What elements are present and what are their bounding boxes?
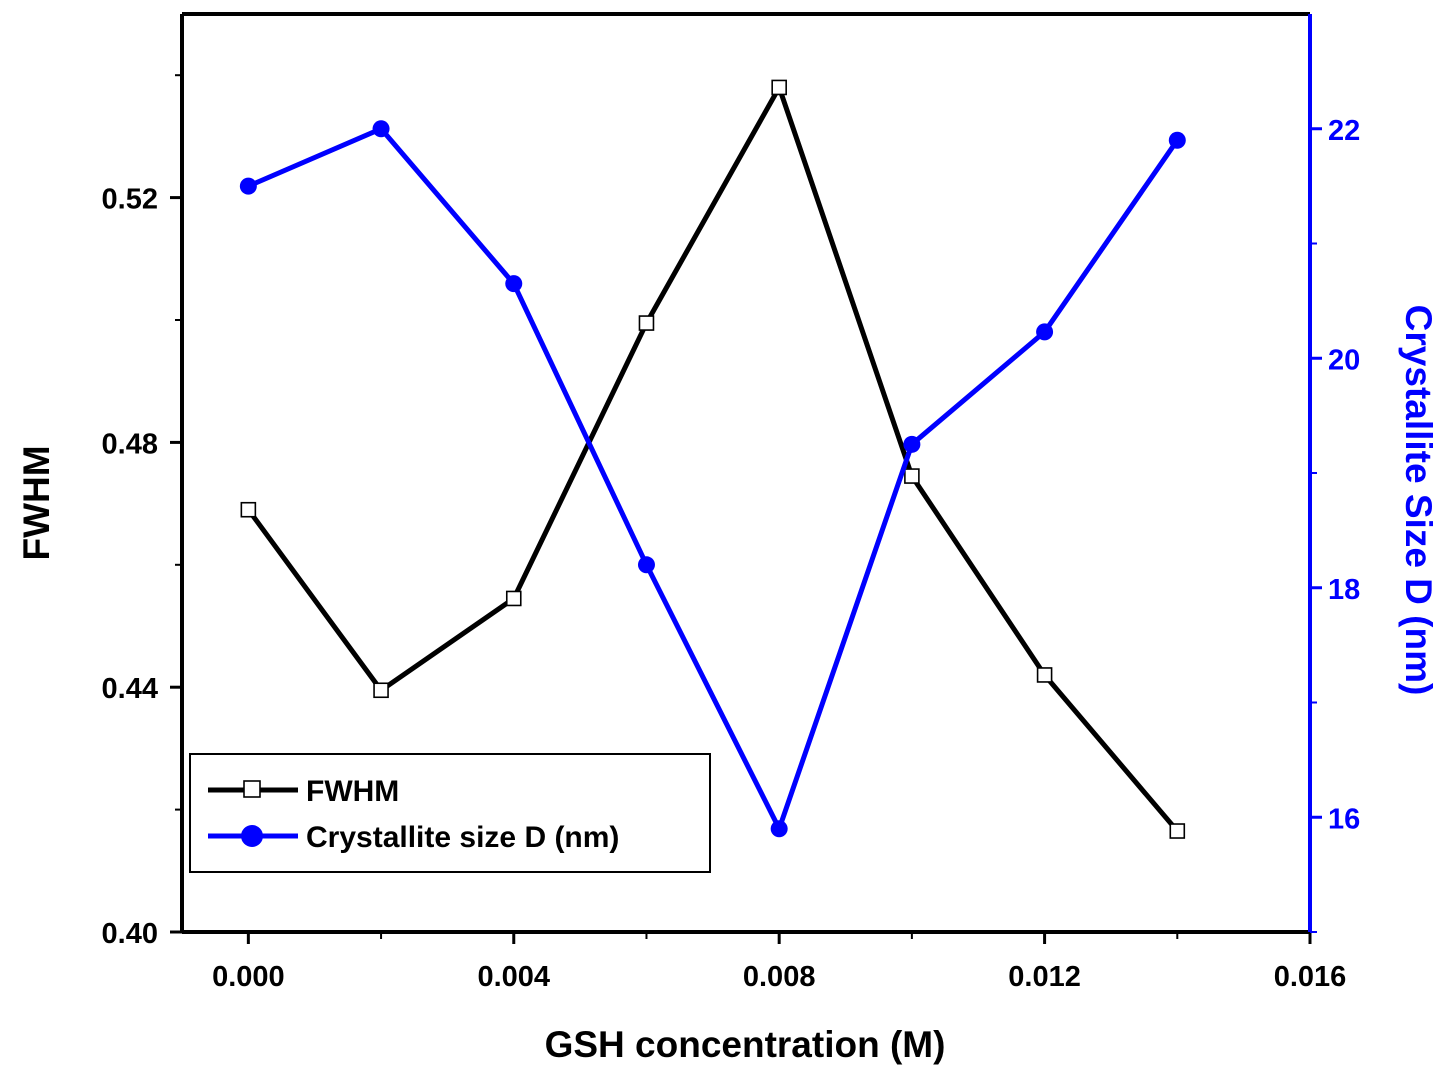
x-tick-label: 0.008 bbox=[743, 961, 816, 993]
fwhm-point bbox=[373, 682, 389, 699]
fwhm-point bbox=[771, 79, 787, 96]
legend: FWHM Crystallite size D (nm) bbox=[189, 753, 711, 873]
y-left-tick-label: 0.44 bbox=[102, 673, 158, 705]
y-axis-right-title: Crystallite Size D (nm) bbox=[1398, 305, 1439, 696]
y-axis-left-title: FWHM bbox=[16, 445, 57, 560]
crystallite-size-point bbox=[1168, 131, 1186, 149]
x-tick-label: 0.000 bbox=[212, 961, 285, 993]
x-tick-label: 0.012 bbox=[1008, 961, 1081, 993]
legend-size-label: Crystallite size D (nm) bbox=[306, 821, 619, 854]
legend-size-marker bbox=[241, 825, 263, 847]
crystallite-size-point bbox=[637, 556, 655, 574]
y-right-tick-label: 16 bbox=[1328, 803, 1360, 835]
legend-box bbox=[189, 753, 711, 873]
crystallite-size-point bbox=[505, 275, 523, 293]
fwhm-point bbox=[904, 468, 920, 484]
legend-fwhm-label: FWHM bbox=[306, 775, 399, 808]
y-right-tick-label: 22 bbox=[1328, 115, 1360, 147]
y-right-tick-label: 20 bbox=[1328, 344, 1360, 376]
y-left-tick-label: 0.52 bbox=[102, 184, 158, 216]
crystallite-size-point bbox=[372, 120, 390, 138]
fwhm-point bbox=[1036, 667, 1053, 683]
fwhm-point bbox=[1169, 823, 1186, 839]
y-left-tick-label: 0.48 bbox=[102, 428, 158, 460]
series-group bbox=[239, 79, 1186, 839]
series-line-crystallite-size bbox=[247, 126, 1180, 832]
fwhm-point bbox=[240, 501, 257, 518]
crystallite-size-point bbox=[903, 435, 921, 453]
crystallite-size-point bbox=[770, 820, 788, 838]
legend-fwhm-marker bbox=[243, 780, 261, 798]
x-tick-label: 0.004 bbox=[477, 961, 550, 993]
y-left-tick-label: 0.40 bbox=[102, 918, 158, 950]
y-right-tick-label: 18 bbox=[1328, 574, 1360, 606]
fwhm-point bbox=[638, 315, 655, 331]
x-axis-title: GSH concentration (M) bbox=[545, 1024, 946, 1065]
x-tick-label: 0.016 bbox=[1274, 961, 1347, 993]
axes-group: 0.000 0.004 0.008 0.012 0.016 0.40 0.44 0.48 0.5… bbox=[102, 12, 1360, 993]
crystallite-size-point bbox=[1036, 323, 1054, 341]
fwhm-point bbox=[505, 590, 522, 607]
crystallite-size-point bbox=[239, 177, 257, 195]
series-line-fwhm bbox=[246, 84, 1180, 833]
